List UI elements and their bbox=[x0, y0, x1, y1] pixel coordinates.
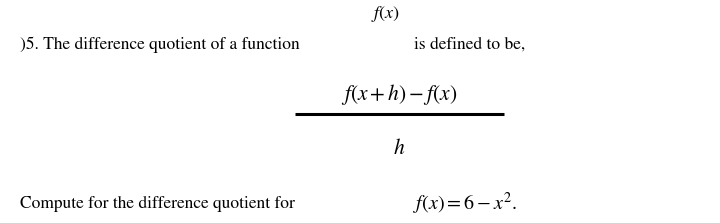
Text: Compute for the difference quotient for: Compute for the difference quotient for bbox=[20, 196, 300, 212]
Text: $f(x) = 6 - x^2$.: $f(x) = 6 - x^2$. bbox=[413, 191, 516, 217]
Text: $f(x+h)-f(x)$: $f(x+h)-f(x)$ bbox=[341, 82, 458, 107]
Text: is defined to be,: is defined to be, bbox=[414, 37, 526, 53]
Text: )5. The difference quotient of a function: )5. The difference quotient of a functio… bbox=[20, 36, 300, 53]
Text: $h$: $h$ bbox=[393, 138, 406, 159]
Text: $f(x)$: $f(x)$ bbox=[372, 4, 400, 25]
